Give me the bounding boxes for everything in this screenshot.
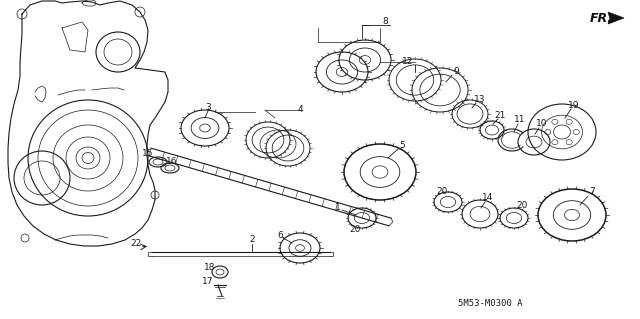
Text: 12: 12: [403, 57, 413, 66]
Text: 11: 11: [515, 115, 525, 124]
Text: 20: 20: [516, 201, 528, 210]
Text: 5M53-M0300 A: 5M53-M0300 A: [458, 299, 522, 308]
Text: FR.: FR.: [590, 11, 613, 25]
Text: 8: 8: [382, 18, 388, 26]
Text: 21: 21: [494, 110, 506, 120]
Text: 14: 14: [483, 194, 493, 203]
Text: 5: 5: [399, 140, 405, 150]
Text: 13: 13: [474, 94, 486, 103]
Polygon shape: [608, 12, 624, 24]
Text: 4: 4: [297, 106, 303, 115]
Text: 3: 3: [205, 102, 211, 112]
Text: 6: 6: [277, 231, 283, 240]
Text: 18: 18: [204, 263, 216, 272]
Text: 10: 10: [536, 120, 548, 129]
Text: 16: 16: [166, 157, 178, 166]
Text: 7: 7: [589, 188, 595, 197]
Text: 20: 20: [349, 226, 361, 234]
Text: 17: 17: [202, 278, 214, 286]
Text: 9: 9: [453, 68, 459, 77]
Text: 19: 19: [568, 100, 580, 109]
Text: 15: 15: [142, 149, 154, 158]
Text: 20: 20: [436, 188, 448, 197]
Text: 2: 2: [249, 235, 255, 244]
Text: 1: 1: [335, 203, 341, 211]
Text: 22: 22: [131, 240, 141, 249]
